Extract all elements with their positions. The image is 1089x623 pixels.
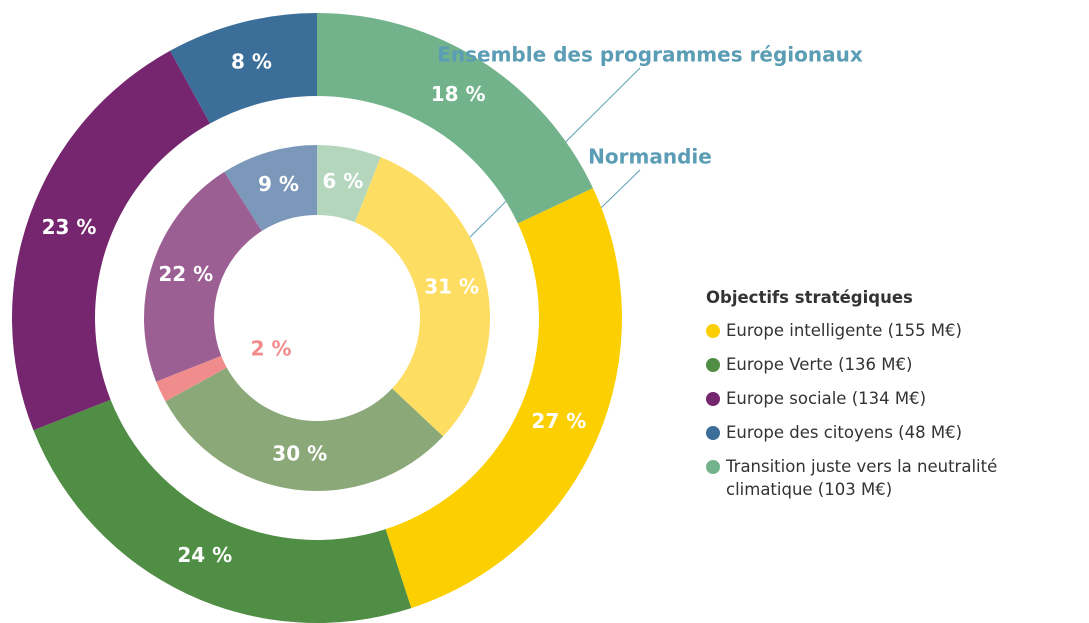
- value-label: 2 %: [251, 336, 292, 360]
- value-label: 8 %: [231, 49, 272, 73]
- legend-swatch: [706, 460, 720, 474]
- legend-label: Transition juste vers la neutralité clim…: [726, 457, 998, 499]
- value-label: 9 %: [258, 172, 299, 196]
- legend-swatch: [706, 392, 720, 406]
- segment: [224, 145, 317, 232]
- value-label: 18 %: [431, 82, 486, 106]
- segment: [170, 13, 317, 124]
- value-label: 24 %: [177, 543, 232, 567]
- legend-item: Transition juste vers la neutralité clim…: [706, 455, 1056, 501]
- legend-label: Europe sociale (134 M€): [726, 389, 927, 408]
- segment: [144, 171, 262, 382]
- value-label: 30 %: [272, 441, 327, 465]
- legend-title: Objectifs stratégiques: [706, 288, 913, 307]
- legend-swatch: [706, 426, 720, 440]
- legend-swatch: [706, 358, 720, 372]
- legend-label: Europe intelligente (155 M€): [726, 321, 962, 340]
- value-label: 23 %: [42, 215, 97, 239]
- legend-label: Europe des citoyens (48 M€): [726, 423, 963, 442]
- legend-label: Europe Verte (136 M€): [726, 355, 913, 374]
- segment: [385, 188, 622, 609]
- value-label: 31 %: [424, 274, 479, 298]
- legend-item: Europe des citoyens (48 M€): [706, 421, 1056, 444]
- value-label: 27 %: [531, 409, 586, 433]
- segment: [354, 157, 490, 437]
- segment: [156, 355, 227, 402]
- segment: [165, 367, 444, 491]
- series-name: Ensemble des programmes régionaux: [437, 43, 863, 67]
- value-label: 6 %: [322, 169, 363, 193]
- value-label: 22 %: [158, 262, 213, 286]
- segment: [33, 399, 412, 623]
- legend-swatch: [706, 324, 720, 338]
- legend-item: Europe intelligente (155 M€): [706, 319, 1056, 342]
- segment: [11, 50, 211, 431]
- legend-item: Europe sociale (134 M€): [706, 387, 1056, 410]
- legend: Objectifs stratégiques Europe intelligent…: [706, 288, 1056, 512]
- segment: [317, 13, 593, 224]
- segment: [317, 145, 381, 223]
- legend-item: Europe Verte (136 M€): [706, 353, 1056, 376]
- series-name: Normandie: [588, 145, 712, 169]
